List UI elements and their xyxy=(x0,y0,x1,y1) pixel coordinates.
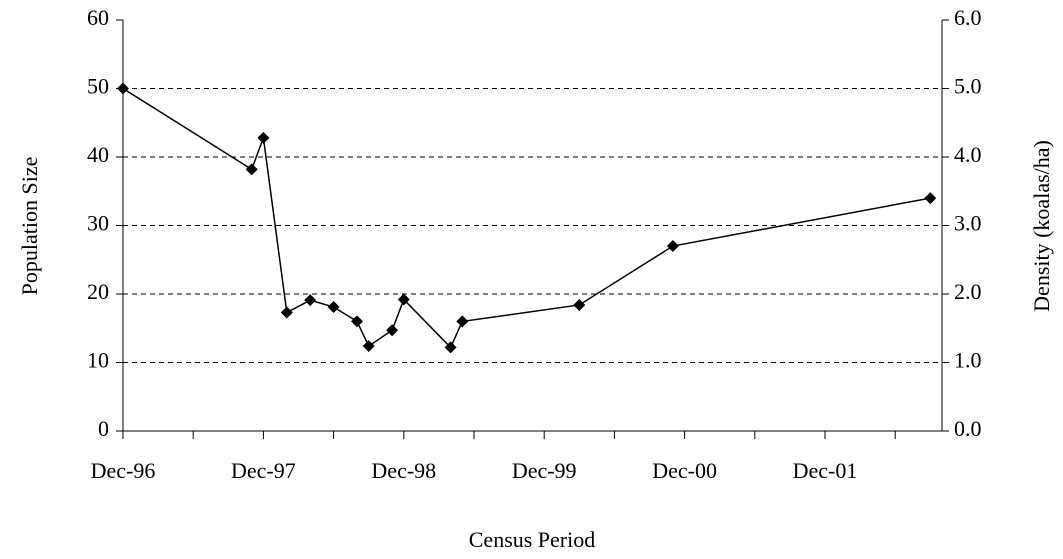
data-point xyxy=(351,315,363,328)
y-tick-label: 30 xyxy=(87,211,109,236)
y2-tick-label: 3.0 xyxy=(954,211,982,236)
x-tick-label: Dec-00 xyxy=(652,458,717,483)
data-point xyxy=(444,341,457,354)
y2-tick-label: 0.0 xyxy=(954,416,982,441)
data-point xyxy=(924,192,937,205)
y-tick-label: 50 xyxy=(87,74,109,99)
data-point xyxy=(386,324,399,337)
y2-tick-label: 5.0 xyxy=(954,74,982,99)
data-point xyxy=(666,240,679,253)
x-axis-label: Census Period xyxy=(469,527,596,552)
y-tick-label: 60 xyxy=(87,5,109,30)
y-tick-label: 10 xyxy=(87,348,109,373)
series-line xyxy=(122,87,931,349)
x-tick-label: Dec-97 xyxy=(231,458,296,483)
data-point xyxy=(257,131,270,144)
data-point xyxy=(327,301,340,314)
y-tick-label: 40 xyxy=(87,142,109,167)
data-point xyxy=(397,293,410,306)
data-point xyxy=(362,340,375,353)
y-tick-label: 0 xyxy=(98,416,109,441)
y2-tick-label: 2.0 xyxy=(954,279,982,304)
data-point xyxy=(573,298,586,311)
x-tick-label: Dec-01 xyxy=(793,458,858,483)
y2-axis-label: Density (koalas/ha) xyxy=(1029,140,1054,312)
y-tick-label: 20 xyxy=(87,279,109,304)
x-tick-label: Dec-96 xyxy=(91,458,156,483)
x-tick-label: Dec-98 xyxy=(371,458,436,483)
x-tick-label: Dec-99 xyxy=(512,458,577,483)
data-point xyxy=(280,306,293,319)
data-point xyxy=(245,163,258,176)
y2-tick-label: 4.0 xyxy=(954,142,982,167)
data-point xyxy=(304,294,317,307)
y2-tick-label: 6.0 xyxy=(954,5,982,30)
y2-tick-label: 1.0 xyxy=(954,348,982,373)
data-point xyxy=(117,82,129,95)
data-point xyxy=(456,315,469,328)
y-axis-label: Population Size xyxy=(17,157,42,296)
